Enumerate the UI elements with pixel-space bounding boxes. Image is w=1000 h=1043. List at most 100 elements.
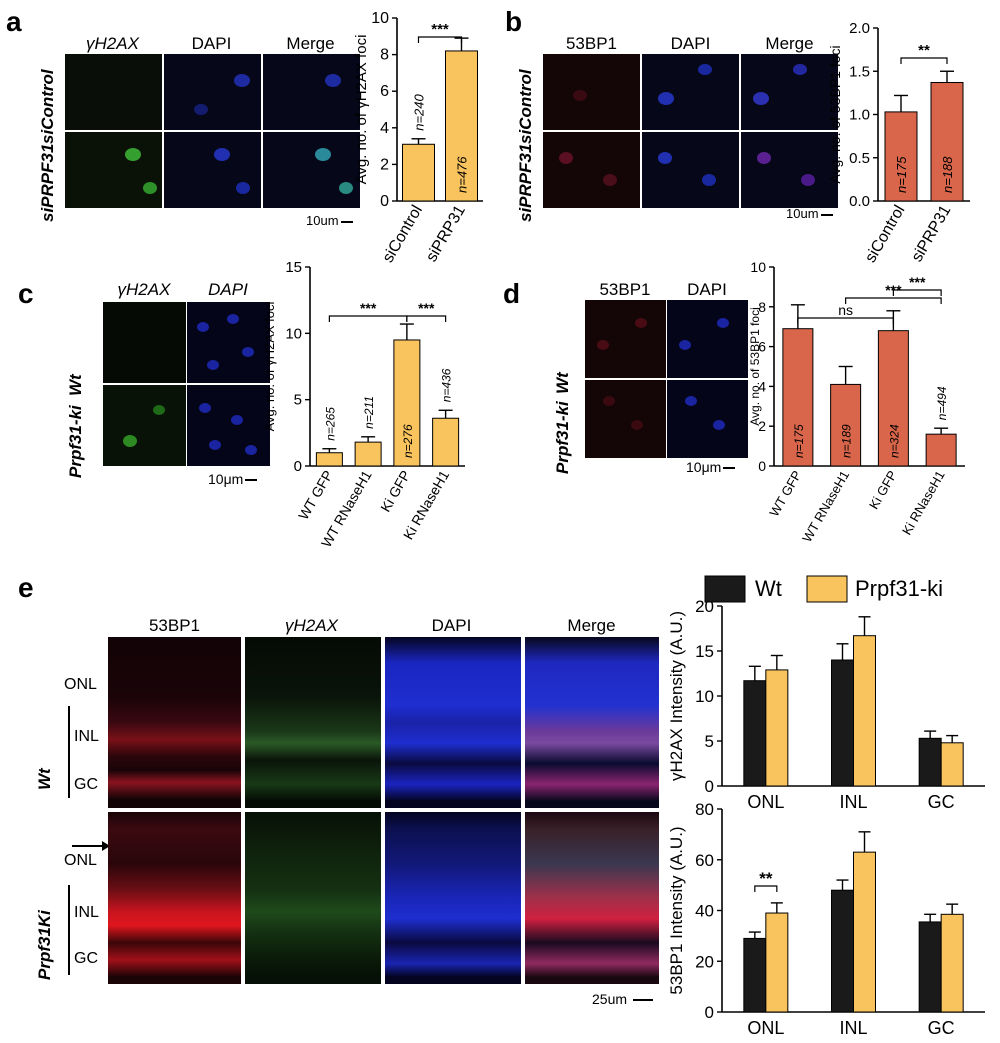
- bar: [445, 50, 478, 202]
- panel-b-header-53bp1: 53BP1: [565, 34, 618, 53]
- y-axis-label: Avg. no. of 53BP1 foci: [830, 45, 843, 183]
- panel-a-header-gh2ax: γH2AX: [86, 34, 139, 53]
- x-tick-label: WT RNaseH1: [799, 468, 852, 545]
- e-arrow-icon: [72, 841, 110, 851]
- n-label: n=476: [455, 156, 470, 193]
- n-label: n=240: [412, 93, 427, 130]
- e-ki-onl-label: ONL: [64, 852, 97, 869]
- panel-b-label: b: [505, 6, 523, 37]
- retina-wt-gh2ax: [245, 637, 381, 808]
- y-tick-label: 1.0: [849, 107, 870, 124]
- y-tick-label: 10: [695, 687, 714, 706]
- significance-label: ns: [838, 302, 853, 318]
- micro-a-dapi-siprpf31: [164, 132, 261, 208]
- x-tick-label: ONL: [747, 792, 784, 812]
- e-ki-inl-label: INL: [74, 904, 99, 921]
- significance-bracket: [892, 289, 942, 296]
- significance-label: **: [918, 42, 930, 59]
- micro-c-gh2ax-wt: [103, 302, 186, 383]
- x-tick-label: GC: [928, 1018, 955, 1038]
- bar: [765, 912, 789, 1013]
- panel-a-header-merge: Merge: [286, 34, 335, 53]
- panel-c-header-gh2ax: γH2AX: [117, 280, 171, 299]
- panel-a-scalebar: 10um: [306, 213, 353, 228]
- panel-e-header-gh2ax: γH2AX: [285, 616, 338, 635]
- micro-b-53bp1-sicontrol: [543, 54, 640, 130]
- micro-b-merge-siprpf31: [741, 132, 838, 208]
- micro-d-dapi-prpf31ki: [667, 380, 748, 458]
- y-tick-label: 80: [695, 800, 714, 819]
- bar: [432, 417, 460, 467]
- x-tick-label: WT GFP: [766, 468, 804, 519]
- micro-b-53bp1-siprpf31: [543, 132, 640, 208]
- chart-b: 0.0 0.5 1.0 1.5 2.0 Avg. no. of 53BP1 foci n=1…: [830, 20, 970, 266]
- n-label: n=324: [887, 424, 901, 458]
- n-label: n=175: [792, 424, 806, 458]
- micro-a-dapi-sicontrol: [164, 54, 261, 130]
- e-wt-bracket: [68, 706, 70, 798]
- significance-label: ***: [431, 21, 449, 38]
- y-axis-label: 53BP1 Intensity (A.U.): [667, 826, 686, 994]
- panel-d-header-53bp1: 53BP1: [599, 280, 651, 299]
- y-tick-label: 2: [380, 156, 389, 173]
- legend-swatch: [704, 575, 746, 603]
- n-label: n=189: [840, 424, 854, 458]
- panel-a-row-siprpf31: siPRPF31: [38, 143, 57, 222]
- y-tick-label: 0: [705, 1003, 714, 1022]
- y-tick-label: 10: [371, 10, 389, 27]
- y-tick-label: 8: [758, 299, 766, 315]
- significance-label: ***: [418, 300, 435, 316]
- bar: [925, 433, 957, 467]
- legend-label: Wt: [755, 576, 782, 601]
- chart-c: 0 5 10 15 Avg. no. of γH2AX foci n=265 WT GFP n…: [262, 259, 465, 550]
- micro-c-gh2ax-prpf31ki: [103, 385, 186, 466]
- e-row-wt: Wt: [35, 768, 54, 790]
- y-tick-label: 4: [380, 120, 389, 137]
- micro-a-merge-sicontrol: [263, 54, 360, 130]
- micro-c-dapi-prpf31ki: [187, 385, 270, 466]
- significance-bracket: [900, 57, 948, 64]
- bar: [930, 81, 964, 202]
- bar: [940, 742, 964, 787]
- significance-label: ***: [360, 300, 377, 316]
- e-ki-bracket: [68, 885, 70, 975]
- y-tick-label: 4: [758, 378, 766, 394]
- significance-bracket: [328, 315, 408, 322]
- chart-e-53bp1: 0 20 40 60 80 53BP1 Intensity (A.U.) ONL INL GC *…: [667, 800, 985, 1038]
- bar: [315, 452, 343, 467]
- legend-label: Prpf31-ki: [855, 576, 943, 601]
- panel-c-label: c: [18, 278, 34, 309]
- n-label: n=175: [894, 156, 909, 193]
- retina-ki-dapi: [385, 812, 521, 984]
- y-axis-label: Avg. no. of 53BP1 foci: [748, 307, 762, 426]
- significance-label: ***: [909, 274, 926, 290]
- x-tick-label: INL: [839, 1018, 867, 1038]
- panel-b-header-dapi: DAPI: [670, 34, 711, 53]
- retina-ki-gh2ax: [245, 812, 381, 984]
- e-wt-inl-label: INL: [74, 728, 99, 745]
- bar: [831, 889, 854, 1013]
- y-tick-label: 0: [705, 777, 714, 796]
- micro-a-gh2ax-sicontrol: [65, 54, 162, 130]
- retina-wt-53bp1: [108, 637, 241, 808]
- y-tick-label: 15: [285, 259, 302, 276]
- bar: [940, 913, 964, 1013]
- panel-d-scalebar: 10μm: [686, 459, 736, 475]
- y-tick-label: 0.5: [849, 150, 870, 167]
- panel-e-label: e: [18, 572, 34, 603]
- retina-wt-merge: [525, 637, 659, 808]
- y-tick-label: 5: [294, 392, 302, 409]
- panel-a-label: a: [6, 6, 22, 37]
- y-tick-label: 0: [294, 458, 302, 475]
- y-tick-label: 60: [695, 851, 714, 870]
- micro-a-merge-siprpf31: [263, 132, 360, 208]
- significance-bracket: [845, 297, 942, 304]
- n-label: n=494: [935, 386, 949, 420]
- x-tick-label: ONL: [747, 1018, 784, 1038]
- e-ki-gc-label: GC: [74, 950, 98, 967]
- y-axis-label: γH2AX Intensity (A.U.): [667, 611, 686, 781]
- panel-b-scalebar: 10um: [786, 206, 833, 221]
- panel-c-row-prpf31ki: Prpf31-ki: [66, 405, 85, 478]
- y-tick-label: 10: [750, 259, 766, 275]
- x-tick-label: GC: [928, 792, 955, 812]
